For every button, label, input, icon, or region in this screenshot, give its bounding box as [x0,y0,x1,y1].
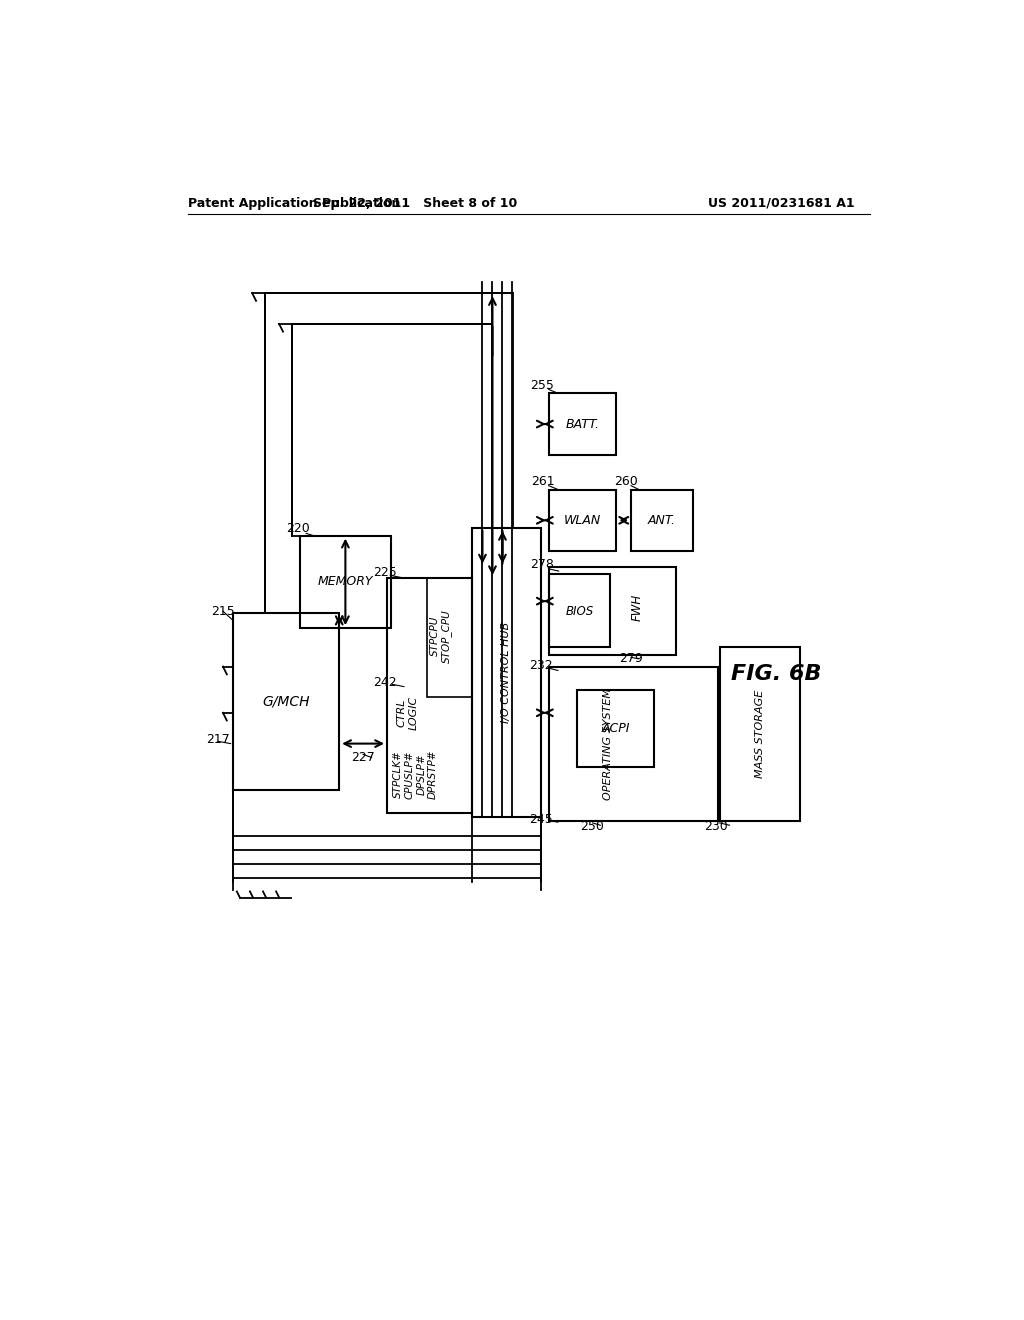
Bar [427,578,472,697]
Bar [387,578,472,813]
Bar [300,536,391,628]
Bar [578,689,654,767]
Bar [549,393,616,455]
Text: MEMORY: MEMORY [317,576,373,589]
Text: WLAN: WLAN [564,513,601,527]
Text: 232: 232 [529,659,553,672]
Bar [549,574,610,647]
Text: 261: 261 [530,475,554,488]
Text: 220: 220 [286,521,309,535]
Text: STPCLK#
CPUSLP#
DPSLP#
DPRSTP#: STPCLK# CPUSLP# DPSLP# DPRSTP# [393,750,438,799]
Text: Patent Application Publication: Patent Application Publication [188,197,400,210]
Bar [233,612,339,789]
Text: FIG. 6B: FIG. 6B [731,664,821,684]
Text: 260: 260 [613,475,638,488]
Bar [549,490,616,552]
Text: OPERATING SYSTEM: OPERATING SYSTEM [603,688,613,800]
Bar [720,647,801,821]
Text: Sep. 22, 2011   Sheet 8 of 10: Sep. 22, 2011 Sheet 8 of 10 [313,197,517,210]
Text: BATT.: BATT. [565,417,599,430]
Text: ANT.: ANT. [648,513,676,527]
Text: 217: 217 [206,733,229,746]
Text: ACPI: ACPI [601,722,630,735]
Text: FWH: FWH [631,594,644,620]
Bar [472,528,541,817]
Bar [549,667,718,821]
Text: 242: 242 [373,676,396,689]
Text: US 2011/0231681 A1: US 2011/0231681 A1 [708,197,855,210]
Text: 225: 225 [373,566,396,579]
Text: 215: 215 [211,605,234,618]
Text: 230: 230 [703,820,728,833]
Text: BIOS: BIOS [565,605,594,618]
Bar [631,490,692,552]
Text: 278: 278 [530,558,554,572]
Text: STPCPU
STOP_CPU: STPCPU STOP_CPU [430,609,453,663]
Text: 255: 255 [530,379,554,392]
Bar [549,566,676,655]
Text: CTRL
LOGIC: CTRL LOGIC [397,696,419,730]
Text: 279: 279 [620,652,643,665]
Text: 227: 227 [351,751,375,764]
Text: MASS STORAGE: MASS STORAGE [755,690,765,779]
Text: 250: 250 [581,820,604,833]
Text: I/O CONTROL HUB: I/O CONTROL HUB [502,622,511,723]
Text: G/MCH: G/MCH [262,694,310,709]
Text: 245: 245 [529,813,553,825]
